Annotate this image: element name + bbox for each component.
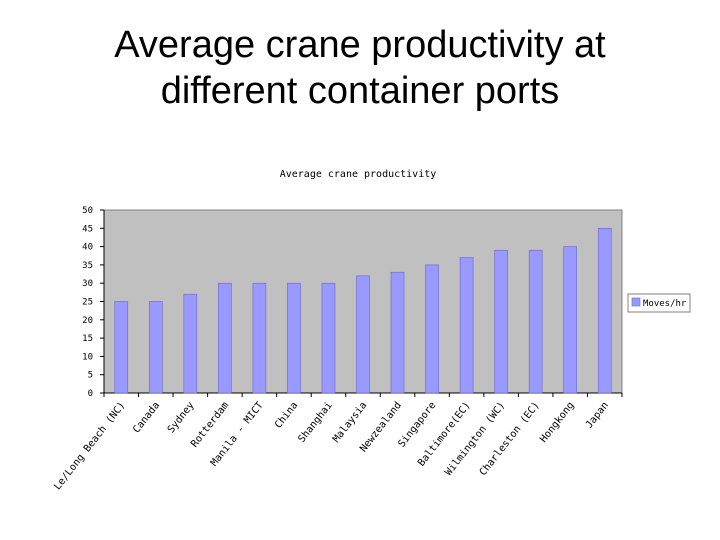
x-tick-label: Japan — [584, 400, 611, 430]
y-tick-label: 20 — [82, 316, 93, 326]
bar — [563, 246, 578, 394]
y-tick-label: 50 — [82, 206, 93, 216]
bar — [597, 228, 612, 394]
legend-label: Moves/hr — [643, 299, 687, 309]
x-tick-label: Hongkong — [538, 400, 576, 445]
bar — [149, 301, 163, 394]
bar — [528, 249, 543, 394]
bar — [252, 282, 267, 394]
bar — [218, 282, 232, 394]
slide-title: Average crane productivity at different … — [40, 22, 680, 114]
y-tick-label: 25 — [82, 298, 93, 308]
y-tick-label: 30 — [82, 279, 93, 289]
bars — [114, 228, 612, 394]
legend-box — [627, 293, 691, 313]
legend-swatch — [631, 297, 641, 307]
x-tick-label: Wilmington (WC) — [443, 400, 507, 478]
bar — [390, 271, 405, 394]
x-tick-label: China — [273, 400, 300, 430]
y-tick-label: 35 — [82, 261, 93, 271]
bar — [321, 282, 336, 394]
x-axis-labels: Le/Long Beach (NC) Canada SydneyRotterdamM… — [52, 400, 611, 492]
y-tick-label: 40 — [82, 243, 93, 253]
x-axis-ticks — [103, 393, 623, 397]
chart-title: Average crane productivity — [280, 169, 437, 180]
y-tick-label: 0 — [88, 389, 93, 399]
x-tick-label: Shanghai — [297, 400, 335, 445]
y-tick-label: 5 — [88, 371, 93, 381]
bar — [425, 264, 439, 394]
x-tick-label: Le/Long Beach (NC) — [52, 400, 127, 492]
y-axis-ticks: 0 5 10 15 20 25 30 35 40 45 50 — [82, 206, 104, 399]
bar — [494, 249, 508, 394]
x-tick-label: Sydney — [166, 400, 197, 435]
bar — [114, 301, 129, 394]
bar — [459, 257, 474, 394]
y-tick-label: 10 — [82, 352, 93, 362]
x-tick-label: Malaysia — [331, 400, 369, 445]
legend: Moves/hr — [627, 293, 691, 313]
x-tick-label: Canada — [131, 400, 162, 435]
y-tick-label: 45 — [82, 224, 93, 234]
bar — [356, 275, 370, 394]
y-tick-label: 15 — [82, 334, 93, 344]
x-tick-label: Charleston (EC) — [478, 400, 542, 478]
slide-title-line-1: Average crane productivity at — [114, 24, 606, 66]
slide-title-line-2: different container ports — [160, 70, 560, 112]
bar — [183, 293, 198, 394]
bar — [287, 282, 301, 394]
